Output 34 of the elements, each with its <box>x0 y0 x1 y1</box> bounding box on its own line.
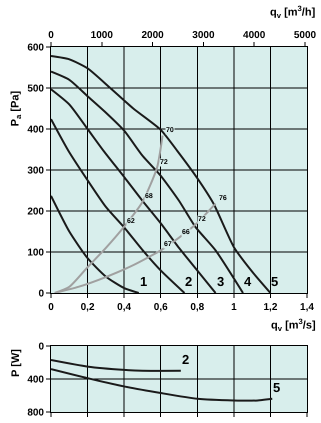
x-tick-label: 1,4 <box>300 302 314 313</box>
series-label: 4 <box>244 274 252 289</box>
y-tick-label: 0 <box>38 288 44 300</box>
series-label: 2 <box>185 274 192 289</box>
y-tick-label: 600 <box>27 42 44 54</box>
y-tick-label: 0 <box>38 342 44 352</box>
series-label: 5 <box>271 274 278 289</box>
x2-tick-label: 2000 <box>141 30 164 41</box>
x2-tick-label: 4000 <box>243 30 266 41</box>
x2-tick-label: 0 <box>48 30 54 41</box>
y-tick-label: 200 <box>27 206 44 218</box>
series-label: 3 <box>217 274 224 289</box>
series-label: 5 <box>273 380 280 395</box>
x-tick-label: 0,6 <box>154 302 168 313</box>
y-tick-label: 800 <box>27 408 44 418</box>
y-tick-label: 300 <box>27 166 44 176</box>
y-tick-label: 400 <box>27 374 44 386</box>
y-tick-label: 100 <box>27 248 44 258</box>
x2-tick-label: 5000 <box>294 30 317 41</box>
series-label: 2 <box>182 352 190 367</box>
x-tick-label: 1 <box>231 302 238 313</box>
x2-tick-label: 1000 <box>90 30 114 41</box>
x-tick-label: 0,4 <box>117 302 132 313</box>
y-axis-title: P [W] <box>10 348 22 377</box>
y-tick-label: 500 <box>27 84 44 94</box>
x2-axis-title: q$_{v}$ [m$^{3}$/h] <box>270 4 316 20</box>
y-tick-label: 400 <box>27 124 44 136</box>
x-tick-label: 0,8 <box>190 302 205 313</box>
x2-tick-label: 3000 <box>192 30 215 41</box>
series-label: 1 <box>140 274 148 289</box>
x-tick-label: 0,2 <box>80 302 95 313</box>
x-tick-label: 0 <box>48 302 54 313</box>
x-axis-title: q$_{v}$ [m$^{3}$/s] <box>271 317 316 333</box>
x-tick-label: 1,2 <box>263 302 278 313</box>
